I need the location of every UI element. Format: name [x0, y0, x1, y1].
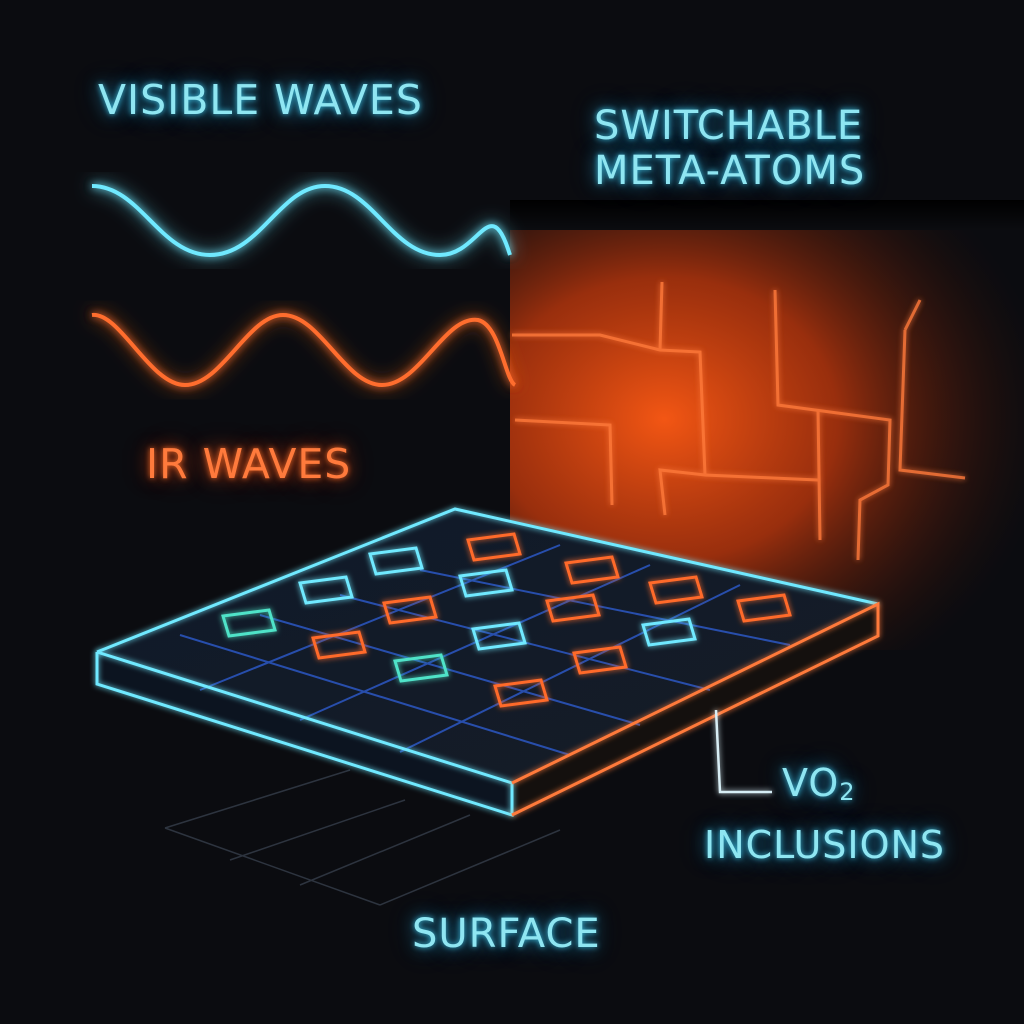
meta-atom-cyan	[368, 546, 424, 576]
meta-atom-orange	[648, 575, 704, 605]
meta-atom-orange	[572, 645, 628, 675]
meta-atom-orange	[382, 595, 438, 625]
switchable-line-1: SWITCHABLE	[594, 103, 864, 149]
visible-waves-label: VISIBLE WAVES	[98, 76, 423, 124]
vo2-main: VO	[782, 761, 840, 805]
meta-atom-cyan	[471, 621, 527, 651]
meta-atom-orange	[736, 593, 792, 623]
plate-front-face	[97, 652, 512, 815]
switchable-meta-atoms-label: SWITCHABLE META-ATOMS	[594, 104, 865, 194]
meta-atom-orange	[493, 678, 549, 708]
meta-atom-cyan	[298, 575, 354, 605]
meta-atom-teal	[393, 653, 449, 683]
wall-top-fade	[510, 200, 1024, 320]
meta-atom-orange	[564, 555, 620, 585]
switchable-line-2: META-ATOMS	[594, 147, 866, 194]
meta-atom-cyan	[641, 617, 697, 647]
ir-wave	[91, 312, 517, 388]
meta-atom-teal	[221, 608, 277, 638]
meta-atom-orange	[311, 630, 367, 660]
meta-atom-orange	[545, 593, 601, 623]
inclusions-label: INCLUSIONS	[704, 823, 946, 867]
vo2-label: VO2	[782, 762, 856, 806]
ir-waves-label: IR WAVES	[146, 440, 352, 488]
meta-atom-orange	[466, 532, 522, 562]
meta-atom-array	[221, 532, 792, 708]
wall-circuit-lines	[512, 281, 966, 561]
meta-atom-cyan	[458, 568, 514, 598]
visible-wave	[91, 183, 512, 258]
plate-right-face	[512, 604, 878, 815]
surface-label: SURFACE	[412, 911, 601, 957]
floor-grid	[164, 769, 561, 906]
vo2-subscript: 2	[839, 778, 856, 806]
vo2-callout-line	[714, 709, 772, 794]
